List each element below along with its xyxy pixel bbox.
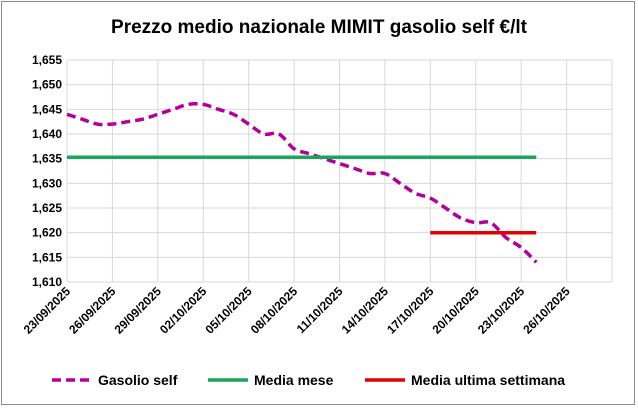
x-tick-label: 26/09/2025 bbox=[66, 284, 119, 337]
y-tick-label: 1,615 bbox=[32, 250, 62, 264]
x-tick-label: 08/10/2025 bbox=[248, 284, 301, 337]
x-tick-label: 11/10/2025 bbox=[294, 284, 346, 336]
y-tick-label: 1,620 bbox=[32, 226, 62, 240]
x-tick-label: 23/09/2025 bbox=[21, 284, 74, 337]
series-line-gasolio-self bbox=[66, 102, 538, 264]
y-tick-label: 1,610 bbox=[32, 275, 62, 289]
y-tick-label: 1,655 bbox=[32, 53, 62, 67]
legend-label: Media ultima settimana bbox=[411, 372, 565, 388]
x-tick-label: 17/10/2025 bbox=[384, 284, 437, 337]
x-tick-label: 14/10/2025 bbox=[339, 284, 392, 337]
y-tick-label: 1,640 bbox=[32, 127, 62, 141]
chart-title: Prezzo medio nazionale MIMIT gasolio sel… bbox=[111, 17, 528, 38]
x-tick-label: 29/09/2025 bbox=[112, 284, 165, 337]
legend-label: Gasolio self bbox=[98, 372, 178, 388]
x-tick-label: 26/10/2025 bbox=[520, 284, 573, 337]
y-tick-label: 1,635 bbox=[32, 152, 62, 166]
legend: Gasolio self Media mese Media ultima setti… bbox=[52, 372, 565, 388]
x-axis-ticks: 23/09/202526/09/202529/09/202502/10/2025… bbox=[21, 284, 573, 337]
x-tick-label: 23/10/2025 bbox=[475, 284, 528, 337]
grid bbox=[66, 59, 613, 283]
series-lines bbox=[66, 102, 538, 264]
x-tick-label: 05/10/2025 bbox=[202, 284, 255, 337]
x-tick-label: 20/10/2025 bbox=[430, 284, 483, 337]
y-tick-label: 1,650 bbox=[32, 78, 62, 92]
y-tick-label: 1,625 bbox=[32, 201, 62, 215]
legend-label: Media mese bbox=[254, 372, 334, 388]
y-axis-ticks: 1,610 1,615 1,620 1,625 1,630 1,635 1,640 1,645… bbox=[32, 53, 62, 289]
y-tick-label: 1,630 bbox=[32, 176, 62, 190]
x-tick-label: 02/10/2025 bbox=[157, 284, 210, 337]
y-tick-label: 1,645 bbox=[32, 102, 62, 116]
